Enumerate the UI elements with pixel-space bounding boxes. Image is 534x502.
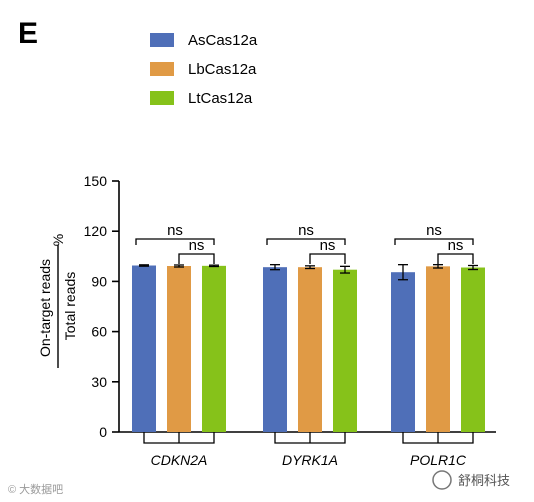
bars — [132, 264, 485, 432]
significance-label: ns — [320, 237, 336, 254]
significance-label: ns — [298, 222, 314, 239]
y-tick-label: 0 — [99, 424, 107, 440]
bar-dyrk1a-ascas12a — [263, 267, 287, 432]
significance-label: ns — [189, 237, 205, 254]
significance-bracket — [135, 238, 215, 245]
bar-polr1c-lbcas12a — [426, 266, 450, 432]
significance-bracket — [178, 253, 215, 264]
legend: AsCas12a LbCas12a LtCas12a — [150, 32, 258, 107]
bar-cdkn2a-ltcas12a — [202, 265, 226, 432]
legend-label-lbcas12a: LbCas12a — [188, 61, 257, 78]
bar-dyrk1a-ltcas12a — [333, 269, 357, 432]
significance-label: ns — [167, 222, 183, 239]
y-axis-label-unit: % — [50, 234, 66, 246]
significance-bracket — [266, 238, 346, 245]
watermark-left: © 大数据吧 — [8, 482, 63, 496]
y-tick-label: 90 — [91, 273, 107, 289]
significance-bracket — [309, 253, 346, 264]
y-axis-label-numerator: On-target reads — [37, 259, 53, 357]
significance-bracket — [394, 238, 474, 245]
legend-label-ltcas12a: LtCas12a — [188, 90, 253, 107]
y-tick-label: 30 — [91, 374, 107, 390]
significance-bracket — [437, 253, 474, 264]
bar-polr1c-ltcas12a — [461, 267, 485, 432]
watermark-right: 舒桐科技 — [432, 470, 510, 490]
category-label-polr1c: POLR1C — [410, 452, 467, 468]
bar-polr1c-ascas12a — [391, 272, 415, 432]
y-tick-label: 60 — [91, 324, 107, 340]
bar-dyrk1a-lbcas12a — [298, 267, 322, 432]
category-label-cdkn2a: CDKN2A — [151, 452, 208, 468]
y-tick-label: 120 — [84, 223, 108, 239]
legend-swatch-lbcas12a — [150, 62, 174, 76]
panel-label: E — [18, 17, 38, 50]
bar-cdkn2a-lbcas12a — [167, 266, 191, 432]
y-tick-label: 150 — [84, 173, 108, 189]
category-labels: CDKN2A DYRK1A POLR1C — [143, 432, 474, 468]
y-axis-label-denominator: Total reads — [62, 272, 78, 340]
bar-cdkn2a-ascas12a — [132, 265, 156, 432]
category-label-dyrk1a: DYRK1A — [282, 452, 338, 468]
watermark-right-text: 舒桐科技 — [458, 473, 510, 488]
legend-label-ascas12a: AsCas12a — [188, 32, 258, 49]
significance-label: ns — [426, 222, 442, 239]
y-axis-label: On-target reads Total reads % — [37, 234, 78, 368]
significance-label: ns — [448, 237, 464, 254]
legend-swatch-ltcas12a — [150, 91, 174, 105]
wechat-icon — [432, 470, 452, 490]
legend-swatch-ascas12a — [150, 33, 174, 47]
